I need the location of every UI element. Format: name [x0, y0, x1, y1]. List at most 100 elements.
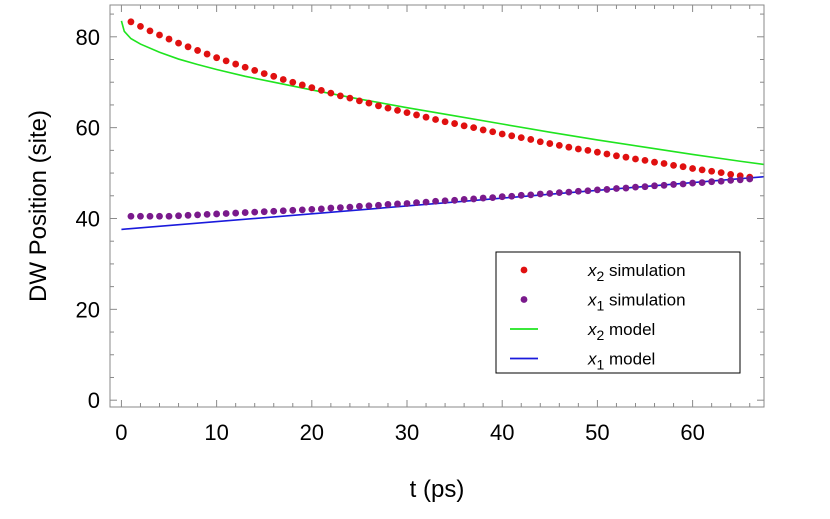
- data-point-x2-simulation: [527, 136, 535, 143]
- x-tick-label: 20: [300, 420, 324, 445]
- data-point-x1-simulation: [279, 207, 287, 215]
- legend-marker: [520, 296, 528, 303]
- data-point-x2-simulation: [213, 54, 221, 62]
- data-point-x2-simulation: [422, 113, 430, 121]
- data-point-x2-simulation: [574, 145, 582, 153]
- data-point-x1-simulation: [232, 209, 240, 217]
- y-tick-label: 0: [88, 388, 100, 413]
- data-point-x1-simulation: [432, 197, 439, 205]
- data-point-x2-simulation: [451, 120, 459, 127]
- data-point-x1-simulation: [194, 211, 201, 219]
- data-point-x2-simulation: [546, 140, 554, 147]
- data-point-x1-simulation: [660, 181, 668, 189]
- data-point-x2-simulation: [317, 86, 325, 94]
- data-point-x1-simulation: [746, 175, 754, 183]
- data-point-x1-simulation: [536, 190, 544, 198]
- data-point-x2-simulation: [336, 92, 344, 100]
- data-point-x1-simulation: [156, 212, 163, 220]
- data-point-x2-simulation: [689, 165, 697, 172]
- data-point-x1-simulation: [260, 208, 268, 216]
- data-point-x2-simulation: [298, 81, 306, 89]
- data-point-x1-simulation: [394, 200, 401, 208]
- data-point-x2-simulation: [517, 134, 525, 142]
- data-point-x1-simulation: [698, 179, 706, 187]
- data-point-x1-simulation: [336, 204, 344, 211]
- data-point-x2-simulation: [432, 116, 439, 123]
- x-tick-label: 60: [680, 420, 704, 445]
- data-point-x2-simulation: [222, 57, 230, 65]
- data-point-x2-simulation: [394, 106, 401, 114]
- data-point-x2-simulation: [175, 39, 182, 47]
- data-point-x2-simulation: [413, 111, 420, 119]
- data-point-x1-simulation: [317, 205, 325, 213]
- data-point-x2-simulation: [194, 47, 201, 54]
- data-point-x2-simulation: [156, 31, 163, 39]
- data-point-x2-simulation: [717, 169, 725, 177]
- data-point-x1-simulation: [479, 194, 487, 202]
- data-point-x2-simulation: [698, 166, 706, 174]
- data-point-x1-simulation: [327, 204, 335, 212]
- data-point-x1-simulation: [251, 208, 259, 216]
- data-point-x2-simulation: [479, 126, 487, 134]
- data-point-x1-simulation: [241, 209, 249, 216]
- data-point-x2-simulation: [260, 70, 268, 77]
- data-point-x2-simulation: [632, 155, 639, 163]
- data-point-x2-simulation: [727, 171, 735, 178]
- data-point-x2-simulation: [584, 146, 592, 154]
- data-point-x1-simulation: [651, 182, 658, 190]
- data-point-x2-simulation: [232, 60, 240, 68]
- data-point-x1-simulation: [508, 192, 516, 200]
- data-point-x1-simulation: [127, 212, 135, 220]
- data-point-x1-simulation: [689, 179, 697, 187]
- legend-marker: [520, 266, 528, 274]
- legend: x2 simulation x1 simulation x2 model x1 mod…: [495, 251, 741, 374]
- data-point-x2-simulation: [203, 50, 211, 58]
- data-point-x1-simulation: [308, 206, 316, 213]
- y-axis-label: DW Position (site): [25, 110, 52, 302]
- y-tick-label: 40: [76, 206, 100, 231]
- data-point-x1-simulation: [422, 198, 430, 206]
- plot-frame: [109, 4, 765, 408]
- data-point-x2-simulation: [137, 22, 144, 30]
- legend-label: x2 simulation: [587, 261, 686, 284]
- data-point-x1-simulation: [679, 180, 687, 188]
- data-point-x1-simulation: [527, 191, 535, 199]
- data-point-x1-simulation: [574, 187, 582, 195]
- data-point-x1-simulation: [356, 202, 363, 210]
- data-point-x1-simulation: [708, 178, 716, 186]
- data-point-x1-simulation: [622, 184, 630, 192]
- data-point-x2-simulation: [384, 104, 392, 112]
- data-point-x1-simulation: [517, 191, 525, 199]
- data-point-x2-simulation: [184, 43, 192, 51]
- legend-entry: x1 model: [510, 350, 655, 373]
- data-point-x2-simulation: [403, 109, 411, 117]
- data-point-x1-simulation: [603, 186, 611, 193]
- data-point-x1-simulation: [222, 210, 230, 217]
- data-point-x1-simulation: [565, 188, 573, 196]
- data-point-x1-simulation: [175, 212, 182, 220]
- x-tick-label: 10: [204, 420, 228, 445]
- data-point-x2-simulation: [594, 148, 601, 156]
- data-point-x1-simulation: [489, 194, 497, 201]
- data-point-x1-simulation: [555, 189, 563, 197]
- x-tick-label: 0: [115, 420, 127, 445]
- data-point-x2-simulation: [460, 122, 468, 130]
- legend-entry: x2 simulation: [520, 261, 686, 284]
- data-point-x2-simulation: [641, 156, 649, 164]
- y-tick-label: 60: [76, 116, 100, 141]
- data-point-x1-simulation: [384, 201, 392, 208]
- data-point-x1-simulation: [736, 176, 744, 184]
- data-point-x1-simulation: [346, 203, 354, 211]
- data-point-x1-simulation: [289, 206, 297, 214]
- series-group: [120, 18, 764, 231]
- data-point-x1-simulation: [137, 212, 144, 220]
- data-point-x2-simulation: [498, 130, 506, 138]
- data-point-x2-simulation: [613, 152, 620, 160]
- data-point-x2-simulation: [356, 97, 363, 105]
- data-point-x1-simulation: [365, 202, 373, 210]
- data-point-x1-simulation: [470, 195, 478, 203]
- data-point-x2-simulation: [289, 78, 297, 86]
- data-point-x1-simulation: [213, 210, 221, 218]
- legend-label: x2 model: [587, 320, 655, 343]
